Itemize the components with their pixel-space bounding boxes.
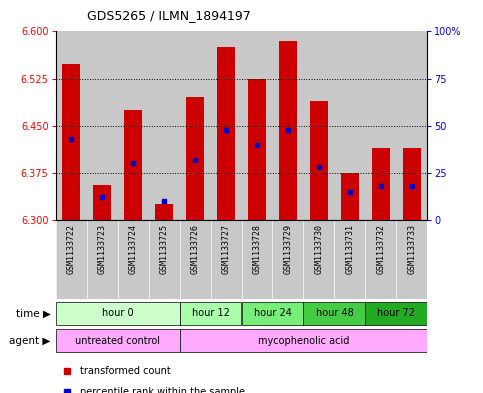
Bar	[149, 220, 180, 299]
Text: GDS5265 / ILMN_1894197: GDS5265 / ILMN_1894197	[87, 9, 251, 22]
Bar	[155, 204, 173, 220]
Text: GSM1133728: GSM1133728	[253, 224, 261, 274]
Text: time ▶: time ▶	[16, 309, 51, 318]
Bar	[56, 329, 180, 353]
Bar	[56, 31, 86, 220]
Text: GSM1133731: GSM1133731	[345, 224, 355, 274]
Bar	[242, 302, 303, 325]
Bar	[334, 220, 366, 299]
Bar	[56, 220, 86, 299]
Bar	[242, 31, 272, 220]
Bar	[117, 220, 149, 299]
Bar	[366, 302, 427, 325]
Bar	[303, 220, 334, 299]
Bar	[397, 220, 427, 299]
Bar	[86, 220, 117, 299]
Bar	[86, 31, 117, 220]
Bar	[180, 302, 242, 325]
Text: GSM1133725: GSM1133725	[159, 224, 169, 274]
Text: hour 0: hour 0	[102, 309, 133, 318]
Text: agent ▶: agent ▶	[9, 336, 51, 346]
Bar	[211, 31, 242, 220]
Text: hour 48: hour 48	[315, 309, 354, 318]
Bar	[124, 110, 142, 220]
Text: mycophenolic acid: mycophenolic acid	[258, 336, 349, 346]
Text: GSM1133723: GSM1133723	[98, 224, 107, 274]
Bar	[310, 101, 328, 220]
Bar	[180, 329, 427, 353]
Text: GSM1133733: GSM1133733	[408, 224, 416, 274]
Text: transformed count: transformed count	[80, 366, 170, 376]
Bar	[334, 31, 366, 220]
Text: hour 72: hour 72	[377, 309, 415, 318]
Text: GSM1133732: GSM1133732	[376, 224, 385, 274]
Text: GSM1133730: GSM1133730	[314, 224, 324, 274]
Text: untreated control: untreated control	[75, 336, 160, 346]
Bar	[217, 47, 235, 220]
Bar	[366, 220, 397, 299]
Bar	[62, 64, 80, 220]
Bar	[272, 220, 303, 299]
Bar	[403, 148, 421, 220]
Bar	[272, 31, 303, 220]
Bar	[180, 31, 211, 220]
Text: GSM1133729: GSM1133729	[284, 224, 293, 274]
Text: GSM1133722: GSM1133722	[67, 224, 75, 274]
Bar	[366, 31, 397, 220]
Text: hour 12: hour 12	[192, 309, 229, 318]
Bar	[93, 185, 112, 220]
Bar	[242, 220, 272, 299]
Bar	[248, 79, 266, 220]
Text: GSM1133726: GSM1133726	[190, 224, 199, 274]
Bar	[303, 31, 334, 220]
Bar	[397, 31, 427, 220]
Bar	[211, 220, 242, 299]
Text: percentile rank within the sample: percentile rank within the sample	[80, 387, 245, 393]
Text: GSM1133727: GSM1133727	[222, 224, 230, 274]
Bar	[279, 41, 297, 220]
Text: hour 24: hour 24	[254, 309, 291, 318]
Bar	[372, 148, 390, 220]
Bar	[303, 302, 366, 325]
Text: GSM1133724: GSM1133724	[128, 224, 138, 274]
Bar	[180, 220, 211, 299]
Bar	[117, 31, 149, 220]
Bar	[341, 173, 359, 220]
Bar	[149, 31, 180, 220]
Bar	[186, 97, 204, 220]
Bar	[56, 302, 180, 325]
